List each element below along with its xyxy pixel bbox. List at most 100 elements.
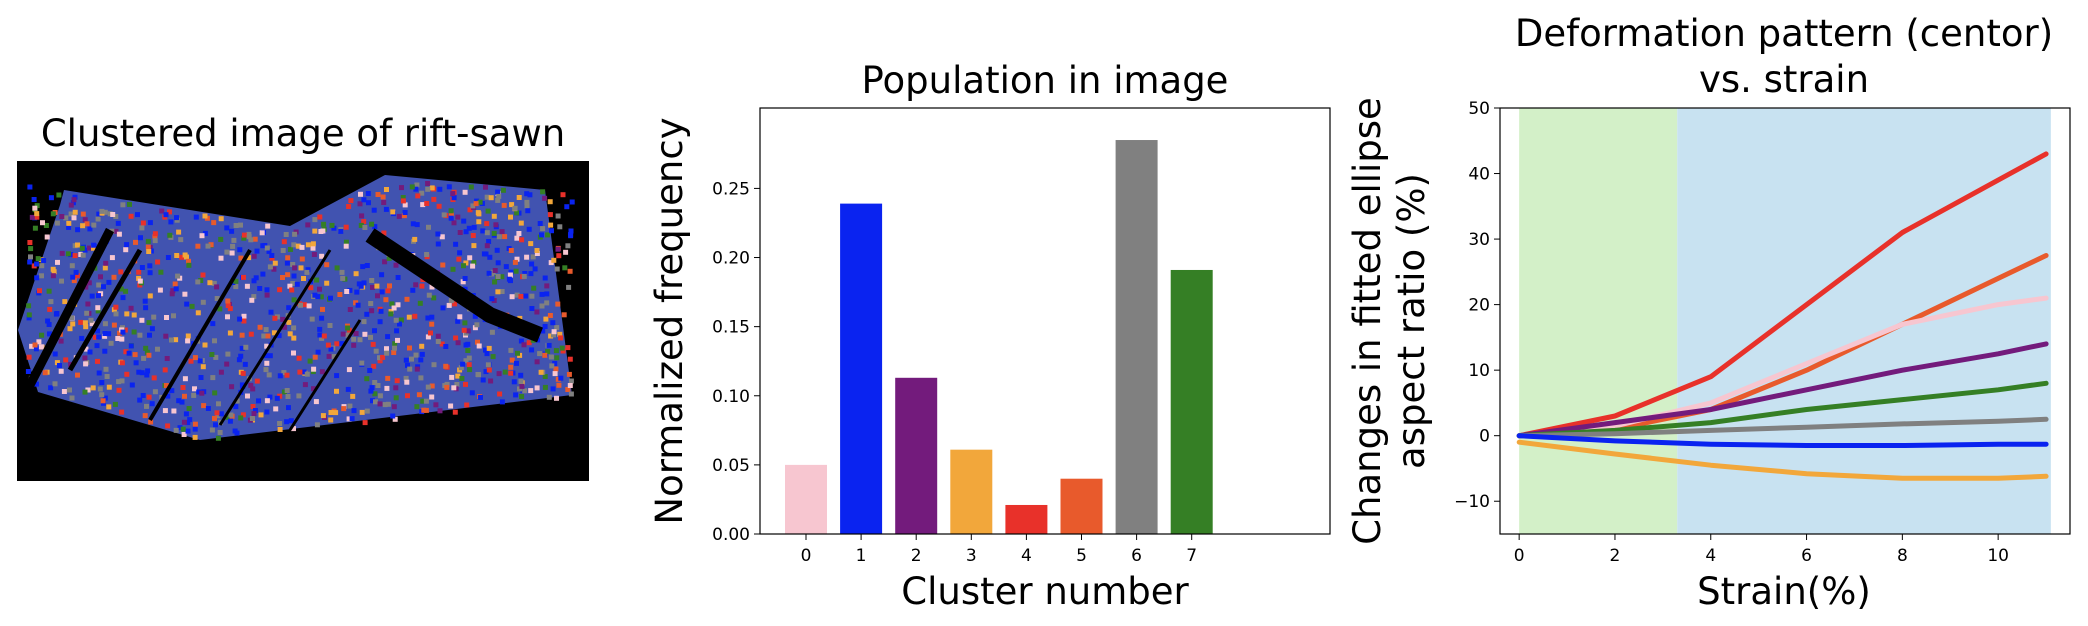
speckle [102, 209, 108, 215]
speckle [364, 311, 370, 317]
speckle [170, 288, 176, 294]
speckle [460, 279, 466, 285]
speckle [142, 298, 148, 304]
speckle [192, 426, 198, 432]
speckle [277, 427, 283, 432]
speckle [133, 360, 139, 366]
speckle [229, 228, 235, 234]
y-tick-label: 0.00 [712, 525, 750, 545]
speckle [246, 255, 252, 261]
speckle [392, 416, 398, 422]
speckle [106, 384, 112, 390]
speckle [264, 292, 270, 298]
speckle [73, 269, 79, 275]
speckle [145, 244, 151, 250]
speckle [540, 226, 546, 232]
speckle [292, 231, 298, 237]
y-tick-label: 0.15 [712, 318, 750, 338]
speckle [182, 291, 188, 297]
speckle [384, 346, 389, 352]
speckle [181, 419, 187, 425]
speckle [320, 413, 326, 419]
speckle [489, 329, 495, 335]
speckle [175, 273, 181, 279]
speckle [143, 345, 149, 351]
speckle [524, 254, 530, 260]
speckle [263, 353, 269, 359]
speckle [165, 423, 171, 429]
speckle [145, 238, 151, 244]
speckle [340, 275, 346, 281]
speckle [318, 229, 324, 234]
speckle [307, 358, 313, 364]
speckle [140, 220, 146, 226]
speckle [568, 378, 574, 384]
speckle [333, 410, 339, 416]
speckle [99, 208, 105, 214]
speckle [91, 222, 97, 228]
speckle [192, 355, 198, 361]
speckle [207, 280, 213, 286]
speckle [252, 236, 258, 242]
speckle [83, 284, 89, 290]
speckle [144, 372, 150, 378]
speckle [238, 255, 244, 261]
speckle [95, 308, 101, 314]
speckle [97, 386, 103, 392]
speckle [102, 348, 108, 354]
speckle [298, 302, 303, 308]
speckle [163, 333, 169, 339]
speckle [377, 355, 382, 361]
speckle [486, 367, 492, 373]
speckle [340, 331, 346, 337]
speckle [99, 380, 105, 385]
speckle [218, 236, 224, 242]
speckle [511, 379, 517, 385]
speckle [370, 398, 375, 404]
speckle [455, 214, 461, 220]
speckle [116, 379, 122, 385]
speckle [543, 316, 549, 322]
speckle [312, 228, 318, 234]
speckle [346, 416, 352, 422]
speckle [312, 217, 318, 223]
speckle [274, 395, 280, 401]
speckle [492, 268, 498, 273]
speckle [392, 341, 398, 347]
speckle [295, 243, 301, 249]
speckle [481, 251, 487, 257]
speckle [113, 304, 119, 310]
speckle [567, 383, 573, 388]
speckle [217, 430, 223, 435]
speckle [68, 211, 74, 217]
bar-chart-title: Population in image [862, 59, 1229, 102]
speckle [271, 330, 277, 336]
speckle [448, 298, 454, 304]
speckle [317, 286, 322, 292]
speckle [124, 371, 130, 377]
speckle [95, 216, 101, 222]
speckle [425, 315, 431, 321]
speckle [540, 189, 546, 195]
speckle [382, 402, 388, 408]
speckle [555, 246, 561, 252]
speckle [423, 407, 429, 413]
speckle [100, 398, 106, 404]
y-tick-label: 0.10 [712, 387, 750, 407]
bar-4 [1005, 504, 1048, 534]
speckle [372, 391, 378, 397]
speckle [57, 363, 62, 368]
speckle [152, 234, 158, 240]
speckle [372, 224, 378, 230]
bar-chart-x-ticks: 0 1 2 3 4 5 6 7 [801, 534, 1197, 566]
speckle [484, 230, 490, 236]
speckle [146, 320, 152, 326]
speckle [136, 269, 142, 275]
speckle [233, 278, 239, 284]
speckle [502, 369, 508, 375]
speckle [285, 255, 291, 261]
speckle [27, 259, 33, 265]
speckle [146, 352, 152, 358]
speckle [522, 388, 528, 394]
speckle [28, 246, 34, 252]
